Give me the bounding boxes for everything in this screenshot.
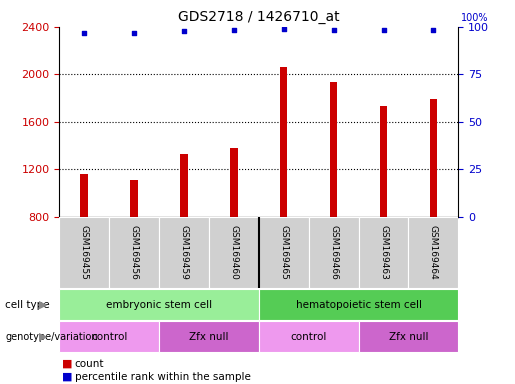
Bar (430, 99, 437, 217)
Bar (380, 106, 387, 217)
Text: Zfx null: Zfx null (189, 331, 229, 342)
Text: ▶: ▶ (39, 331, 47, 342)
Text: genotype/variation: genotype/variation (5, 331, 98, 342)
Text: 100%: 100% (461, 13, 488, 23)
Point (430, 26, 438, 33)
Text: GSM169456: GSM169456 (130, 225, 139, 280)
FancyBboxPatch shape (259, 217, 308, 288)
Bar (230, 148, 237, 217)
FancyBboxPatch shape (159, 321, 259, 352)
Text: cell type: cell type (5, 300, 50, 310)
Text: GSM169466: GSM169466 (329, 225, 338, 280)
Bar (80, 174, 88, 217)
Point (130, 30, 138, 36)
Text: ▶: ▶ (39, 300, 47, 310)
FancyBboxPatch shape (59, 217, 109, 288)
Title: GDS2718 / 1426710_at: GDS2718 / 1426710_at (178, 10, 339, 25)
Bar (180, 154, 187, 217)
FancyBboxPatch shape (59, 290, 259, 320)
FancyBboxPatch shape (408, 217, 458, 288)
FancyBboxPatch shape (259, 321, 358, 352)
Text: ■: ■ (62, 359, 72, 369)
Text: ■: ■ (62, 372, 72, 382)
Text: control: control (290, 331, 327, 342)
Text: hematopoietic stem cell: hematopoietic stem cell (296, 300, 422, 310)
FancyBboxPatch shape (358, 217, 408, 288)
Text: GSM169455: GSM169455 (80, 225, 89, 280)
Text: GSM169459: GSM169459 (179, 225, 188, 280)
Text: GSM169460: GSM169460 (229, 225, 238, 280)
FancyBboxPatch shape (109, 217, 159, 288)
Text: control: control (91, 331, 127, 342)
FancyBboxPatch shape (308, 217, 358, 288)
Text: GSM169463: GSM169463 (379, 225, 388, 280)
Text: GSM169464: GSM169464 (429, 225, 438, 280)
Text: GSM169465: GSM169465 (279, 225, 288, 280)
Point (80, 30, 88, 36)
Point (230, 26, 238, 33)
FancyBboxPatch shape (209, 217, 259, 288)
Point (330, 26, 338, 33)
FancyBboxPatch shape (259, 290, 458, 320)
Text: percentile rank within the sample: percentile rank within the sample (75, 372, 251, 382)
Text: Zfx null: Zfx null (389, 331, 428, 342)
Bar (130, 180, 138, 217)
Text: embryonic stem cell: embryonic stem cell (106, 300, 212, 310)
FancyBboxPatch shape (59, 321, 159, 352)
Point (380, 26, 388, 33)
FancyBboxPatch shape (358, 321, 458, 352)
Text: count: count (75, 359, 104, 369)
Bar (330, 81, 337, 217)
Point (280, 26, 288, 32)
Bar (280, 67, 287, 217)
Point (180, 28, 188, 34)
FancyBboxPatch shape (159, 217, 209, 288)
